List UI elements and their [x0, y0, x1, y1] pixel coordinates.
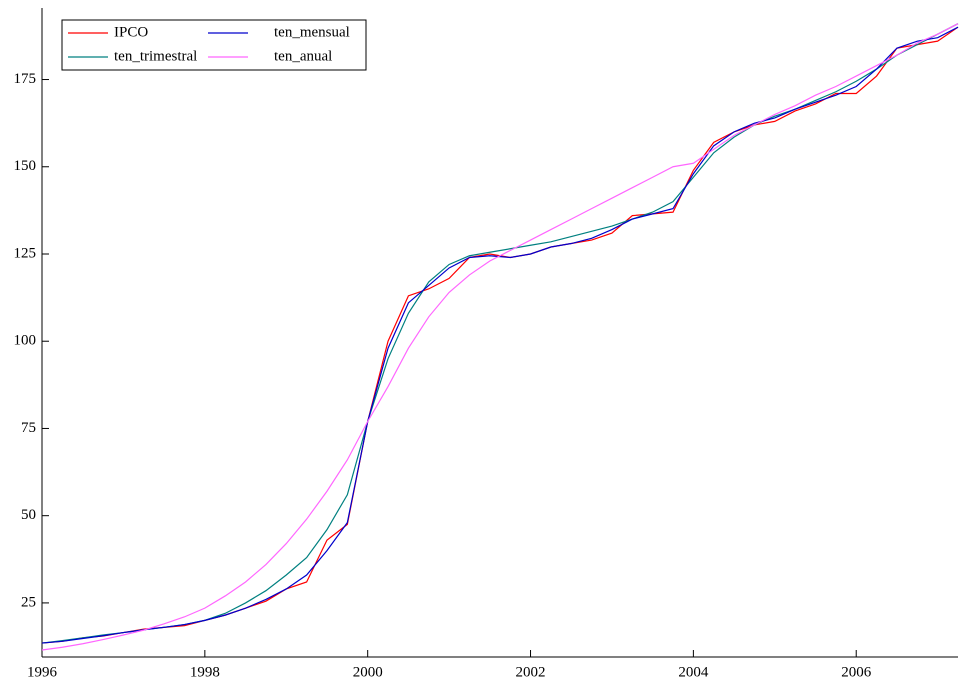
series-line [41, 23, 959, 651]
x-tick-label: 2006 [841, 664, 872, 680]
y-tick-label: 175 [14, 71, 37, 87]
y-tick-label: 100 [14, 333, 37, 349]
series-line [41, 23, 959, 644]
legend-label: ten_trimestral [114, 48, 197, 64]
y-tick-label: 150 [14, 158, 37, 174]
x-tick-label: 1998 [190, 664, 220, 680]
series-line [41, 26, 959, 644]
legend-label: ten_anual [274, 48, 332, 64]
y-tick-label: 125 [14, 245, 37, 261]
x-tick-label: 2002 [516, 664, 546, 680]
legend-box [61, 19, 367, 71]
series-line [41, 26, 959, 644]
y-tick-label: 50 [21, 507, 36, 523]
x-tick-label: 1996 [27, 664, 58, 680]
y-tick-label: 25 [21, 594, 36, 610]
legend-label: ten_mensual [274, 24, 350, 40]
legend-label: IPCO [114, 24, 148, 40]
y-tick-label: 75 [21, 420, 36, 436]
x-tick-label: 2004 [678, 664, 709, 680]
x-tick-label: 2000 [353, 664, 383, 680]
